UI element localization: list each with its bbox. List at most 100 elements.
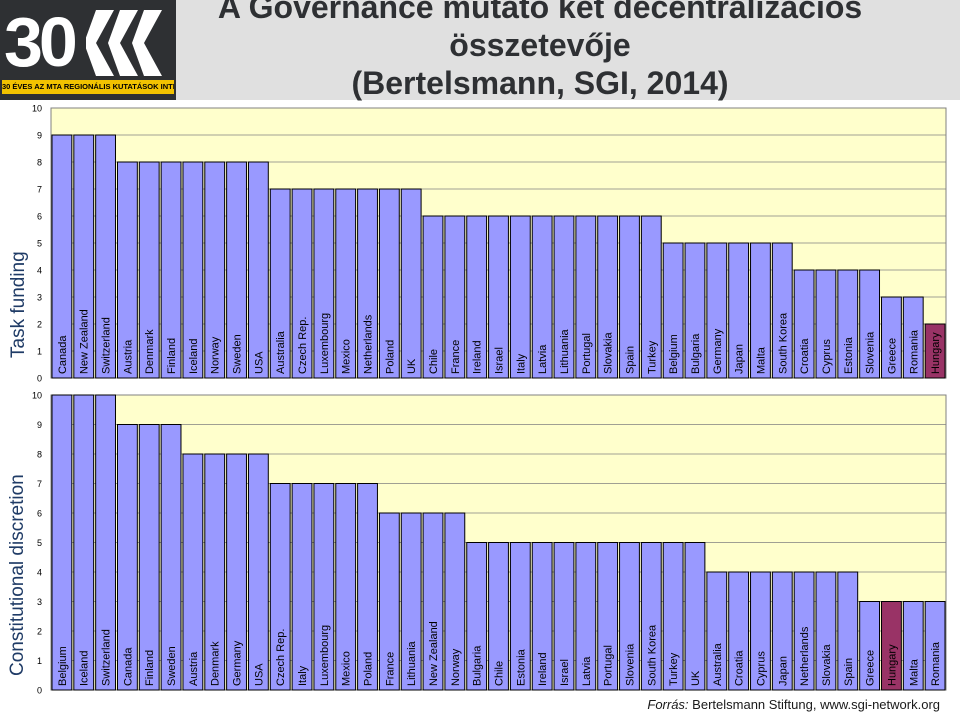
chart-2-category-label: Poland [363,652,375,686]
chart-1-bar [357,188,378,379]
chart-1-ytick-label: 9 [37,131,42,141]
chart-1-bar [531,215,553,379]
chart-2-category-label: Romania [930,641,942,686]
chart-1-category-label: Norway [210,336,222,374]
chart-2-bar [313,483,335,691]
chart-2-category-label: Finland [144,650,156,686]
chart-2-bar [204,453,226,691]
chart-1-bar [509,215,531,379]
chart-1-bar [750,242,771,379]
chart-1-bar [902,296,924,379]
chart-2-category-label: Malta [908,658,920,686]
chart-2-category-label: Chile [494,661,506,686]
chart-2-bar [160,424,182,691]
title-line-2: összetevője [449,27,631,63]
logo-chevron-icon [86,10,162,76]
chart-2-ytick-label: 3 [37,597,42,607]
chart-2-bar [378,512,400,691]
chart-2-bar [553,542,575,691]
chart-2-category-label: Luxembourg [319,625,331,686]
chart-1-bar [400,188,422,379]
chart-2-bar [684,542,706,691]
chart-2-bar [902,601,924,691]
chart-2-category-label: Switzerland [101,629,113,686]
chart-2-category-label: Iceland [79,651,91,686]
chart-1-category-label: Croatia [799,338,811,374]
chart-1-bar [771,242,793,379]
chart-2-bar [793,571,815,691]
chart-1-bar [291,188,313,379]
chart-2-category-label: Spain [843,658,855,686]
chart-1-category-label: Germany [712,328,724,374]
chart-1-category-label: Australia [275,330,287,374]
chart-2-category-label: Sweden [166,646,178,686]
chart-1-bar [793,269,815,379]
chart-2-bar [357,483,378,691]
chart-1-category-label: Turkey [646,340,658,374]
chart-1-bar [269,188,291,379]
chart-1-category-label: Poland [384,340,396,374]
chart-1-bar [313,188,335,379]
chart-2-ytick-label: 5 [37,538,42,548]
chart-2-category-label: Turkey [668,652,680,686]
chart-1-category-label: South Korea [777,312,789,374]
chart-1-category-label: Finland [166,338,178,374]
chart-1-category-label: Ireland [472,340,484,374]
chart-2-bar [619,542,640,691]
chart-2-ytick-label: 1 [37,656,42,666]
chart-1-category-label: USA [253,351,265,374]
institute-logo: 30 30 ÉVES AZ MTA REGIONÁLIS KUTATÁSOK I… [0,0,176,100]
chart-1-bar [662,242,684,379]
source-text: Bertelsmann Stiftung, www.sgi-network.or… [692,697,940,712]
chart-1-bar [859,269,881,379]
chart-2-ytick-label: 2 [37,627,42,637]
chart-2-category-label: Bulgaria [472,645,484,686]
chart-2-bar [247,453,269,691]
page-title: A Governance mutató két decentralizációs… [190,0,890,102]
chart-2-bar [488,542,509,691]
chart-1-category-label: Romania [908,329,920,374]
chart-1-ytick-label: 2 [37,320,42,330]
chart-2-category-label: Slovenia [624,643,636,686]
chart-2-category-label: Mexico [341,651,353,686]
chart-2-category-label: Lithuania [406,640,418,686]
chart-1-bar [73,134,95,379]
chart-2-bar [815,571,837,691]
chart-2-bar [400,512,422,691]
chart-2-bar [51,394,73,691]
chart-1-ytick-label: 6 [37,212,42,222]
chart-1-bar [684,242,706,379]
chart-2-category-label: USA [253,663,265,686]
chart-1-category-label: Portugal [581,333,593,374]
chart-1-ytick-label: 3 [37,293,42,303]
chart-1-category-label: Japan [734,344,746,374]
chart-1-category-label: Italy [515,353,527,374]
chart-1-bar [204,161,226,379]
chart-2-category-label: Italy [297,665,309,686]
logo-number: 30 [4,3,78,81]
chart-2-bar [531,542,553,691]
chart-2-category-label: South Korea [646,624,658,686]
chart-1-bar [378,188,400,379]
chart-2-bar [509,542,531,691]
chart-1-category-label: Belgium [668,334,680,374]
chart-2-category-label: Greece [865,650,877,686]
chart-1-category-label: Slovakia [603,332,615,374]
chart-2-category-label: Canada [122,647,134,686]
chart-2-bar [116,424,138,691]
chart-1-bar [182,161,204,379]
chart-2-bar [750,571,771,691]
chart-1-bar [924,323,946,379]
chart-1-category-label: Sweden [232,334,244,374]
chart-1-bar [422,215,444,379]
chart-2-category-label: Latvia [581,656,593,686]
chart-2-bar [291,483,313,691]
chart-2-category-label: Hungary [886,644,898,686]
chart-2-bar [640,542,662,691]
chart-2-ytick-label: 8 [37,450,42,460]
chart-1-bar [138,161,160,379]
chart-2-bar [466,542,488,691]
chart-2-category-label: Israel [559,659,571,686]
chart-2-category-label: Denmark [210,641,222,686]
